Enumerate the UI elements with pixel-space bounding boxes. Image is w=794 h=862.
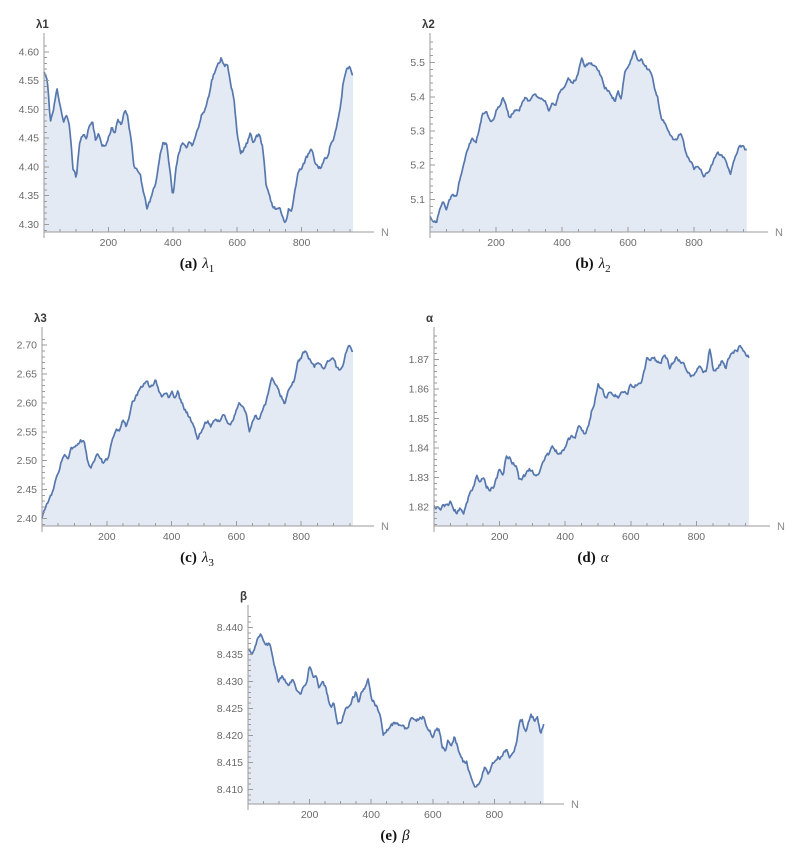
svg-text:4.50: 4.50 — [19, 104, 40, 116]
figure-lambda1: 4.30 4.35 4.40 4.45 4.50 4.55 4.60 200 400 600 800… — [2, 2, 392, 275]
caption-label: (c) — [180, 550, 197, 566]
svg-text:800: 800 — [486, 809, 504, 821]
svg-text:800: 800 — [688, 531, 706, 543]
svg-text:β: β — [240, 591, 247, 603]
svg-text:200: 200 — [100, 237, 118, 249]
svg-text:400: 400 — [556, 531, 574, 543]
svg-text:1.83: 1.83 — [409, 472, 430, 484]
svg-text:5.1: 5.1 — [410, 194, 425, 206]
svg-text:1.85: 1.85 — [409, 413, 430, 425]
caption-label: (b) — [575, 256, 594, 272]
svg-text:4.45: 4.45 — [19, 133, 40, 145]
svg-text:400: 400 — [553, 237, 571, 249]
svg-text:2.65: 2.65 — [17, 369, 38, 381]
caption-label: (a) — [179, 256, 198, 272]
chart-lambda2: 5.1 5.2 5.3 5.4 5.5 200 400 600 800 λ2 N — [410, 19, 783, 249]
svg-text:4.40: 4.40 — [19, 161, 40, 173]
svg-text:400: 400 — [362, 809, 380, 821]
svg-text:8.435: 8.435 — [217, 649, 243, 661]
figure-caption: (c) λ3 — [2, 550, 392, 569]
svg-text:λ1: λ1 — [36, 19, 49, 31]
svg-text:λ2: λ2 — [422, 19, 435, 31]
svg-text:800: 800 — [293, 237, 311, 249]
svg-text:2.40: 2.40 — [17, 513, 38, 525]
svg-text:N: N — [777, 521, 785, 533]
svg-text:2.45: 2.45 — [17, 484, 38, 496]
svg-text:N: N — [775, 227, 783, 239]
figure-caption: (d) α — [398, 550, 788, 567]
svg-text:200: 200 — [301, 809, 319, 821]
caption-label: (d) — [577, 550, 596, 566]
svg-text:5.4: 5.4 — [410, 91, 425, 103]
svg-text:4.55: 4.55 — [19, 75, 40, 87]
svg-text:8.425: 8.425 — [217, 703, 243, 715]
svg-text:λ3: λ3 — [34, 313, 47, 325]
svg-text:α: α — [426, 313, 433, 325]
svg-text:1.87: 1.87 — [409, 354, 430, 366]
svg-text:600: 600 — [228, 531, 246, 543]
caption-label: (e) — [380, 828, 398, 844]
figure-beta: 8.410 8.415 8.420 8.425 8.430 8.435 8.440 200 40… — [190, 586, 600, 845]
svg-text:1.84: 1.84 — [409, 442, 430, 454]
svg-text:800: 800 — [685, 237, 703, 249]
figure-lambda2: 5.1 5.2 5.3 5.4 5.5 200 400 600 800 λ2 N (b) λ2 — [398, 2, 788, 275]
svg-text:N: N — [381, 227, 389, 239]
figure-caption: (b) λ2 — [398, 256, 788, 275]
svg-text:200: 200 — [491, 531, 509, 543]
svg-text:8.440: 8.440 — [217, 622, 243, 634]
caption-symbol: β — [402, 828, 410, 844]
svg-text:5.2: 5.2 — [410, 160, 425, 172]
chart-lambda3: 2.40 2.45 2.50 2.55 2.60 2.65 2.70 200 400 600 800… — [17, 313, 389, 543]
svg-text:400: 400 — [163, 531, 181, 543]
svg-text:N: N — [381, 521, 389, 533]
figure-caption: (e) β — [190, 828, 600, 845]
svg-text:8.430: 8.430 — [217, 676, 243, 688]
svg-text:2.60: 2.60 — [17, 397, 38, 409]
svg-text:1.82: 1.82 — [409, 501, 430, 513]
svg-text:8.420: 8.420 — [217, 730, 243, 742]
svg-text:800: 800 — [292, 531, 310, 543]
svg-text:2.55: 2.55 — [17, 426, 38, 438]
svg-text:600: 600 — [228, 237, 246, 249]
svg-text:8.410: 8.410 — [217, 784, 243, 796]
svg-text:2.50: 2.50 — [17, 455, 38, 467]
figure-lambda3: 2.40 2.45 2.50 2.55 2.60 2.65 2.70 200 400 600 800… — [2, 296, 392, 569]
svg-text:4.60: 4.60 — [19, 46, 40, 58]
caption-symbol: α — [600, 550, 609, 566]
chart-lambda1: 4.30 4.35 4.40 4.45 4.50 4.55 4.60 200 400 600 800… — [19, 19, 389, 249]
svg-text:400: 400 — [164, 237, 182, 249]
svg-text:600: 600 — [622, 531, 640, 543]
caption-symbol: λ1 — [202, 256, 215, 275]
chart-beta: 8.410 8.415 8.420 8.425 8.430 8.435 8.440 200 40… — [217, 591, 579, 821]
figure-alpha: 1.82 1.83 1.84 1.85 1.86 1.87 200 400 600 800 α N (… — [398, 296, 788, 567]
svg-text:5.3: 5.3 — [410, 126, 425, 138]
figure-caption: (a) λ1 — [2, 256, 392, 275]
svg-text:600: 600 — [619, 237, 637, 249]
svg-text:5.5: 5.5 — [410, 57, 425, 69]
svg-text:200: 200 — [487, 237, 505, 249]
chart-alpha: 1.82 1.83 1.84 1.85 1.86 1.87 200 400 600 800 α N — [409, 313, 785, 543]
svg-text:N: N — [571, 799, 579, 811]
svg-text:4.30: 4.30 — [19, 219, 40, 231]
svg-text:600: 600 — [424, 809, 442, 821]
svg-text:1.86: 1.86 — [409, 384, 430, 396]
svg-text:4.35: 4.35 — [19, 190, 40, 202]
caption-symbol: λ2 — [598, 256, 611, 275]
svg-text:2.70: 2.70 — [17, 340, 38, 352]
svg-text:200: 200 — [98, 531, 116, 543]
svg-text:8.415: 8.415 — [217, 757, 243, 769]
caption-symbol: λ3 — [201, 550, 214, 569]
